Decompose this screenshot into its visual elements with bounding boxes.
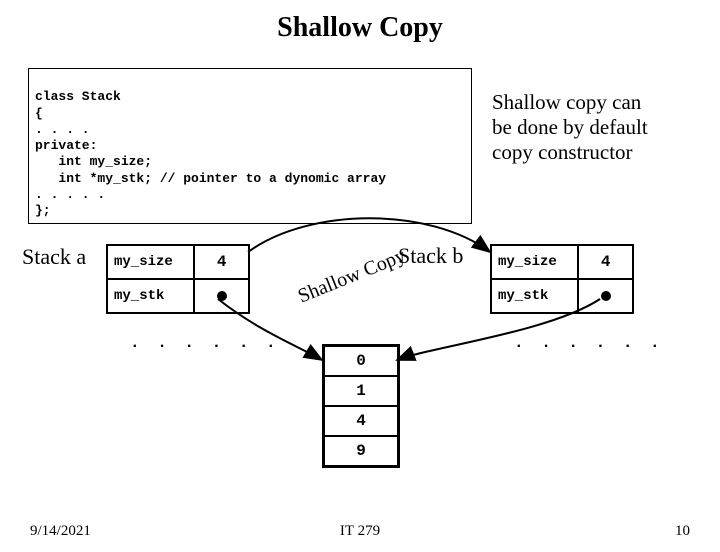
stack-a-struct: my_size 4 my_stk xyxy=(106,244,250,314)
shared-array: 0 1 4 9 xyxy=(322,344,400,468)
note-line: Shallow copy can xyxy=(492,90,648,115)
slide-title: Shallow Copy xyxy=(0,12,720,44)
footer-date: 9/14/2021 xyxy=(30,523,91,540)
stack-a-label: Stack a xyxy=(22,244,86,270)
code-block: class Stack { . . . . private: int my_si… xyxy=(28,68,472,224)
stack-b-size-name: my_size xyxy=(492,246,579,278)
stack-b-size-val: 4 xyxy=(579,246,632,278)
stack-b-struct: my_size 4 my_stk xyxy=(490,244,634,314)
pointer-dot-icon xyxy=(601,291,611,301)
array-cell: 0 xyxy=(325,347,397,377)
stack-a-size-name: my_size xyxy=(108,246,195,278)
code-line: class Stack xyxy=(35,89,121,104)
code-line: . . . . . xyxy=(35,187,105,202)
stack-a-size-val: 4 xyxy=(195,246,248,278)
stack-b-stk-val xyxy=(579,280,632,312)
code-line: { xyxy=(35,106,43,121)
code-line: }; xyxy=(35,203,51,218)
explanation-note: Shallow copy can be done by default copy… xyxy=(492,90,648,166)
stack-a-stk-name: my_stk xyxy=(108,280,195,312)
note-line: be done by default xyxy=(492,115,648,140)
footer-course: IT 279 xyxy=(340,523,380,540)
stack-b-stk-name: my_stk xyxy=(492,280,579,312)
stack-a-stk-val xyxy=(195,280,248,312)
code-line: int *my_stk; // pointer to a dynomic arr… xyxy=(35,171,386,186)
note-line: copy constructor xyxy=(492,140,648,165)
stack-b-ellipsis: . . . . . . xyxy=(514,334,664,352)
array-cell: 1 xyxy=(325,377,397,407)
code-line: . . . . xyxy=(35,122,90,137)
pointer-dot-icon xyxy=(217,291,227,301)
footer-page: 10 xyxy=(675,523,690,540)
stack-a-ellipsis: . . . . . . xyxy=(130,334,280,352)
array-cell: 9 xyxy=(325,437,397,465)
code-line: int my_size; xyxy=(35,154,152,169)
code-line: private: xyxy=(35,138,97,153)
array-cell: 4 xyxy=(325,407,397,437)
shallow-copy-label: Shallow Copy xyxy=(295,245,409,309)
